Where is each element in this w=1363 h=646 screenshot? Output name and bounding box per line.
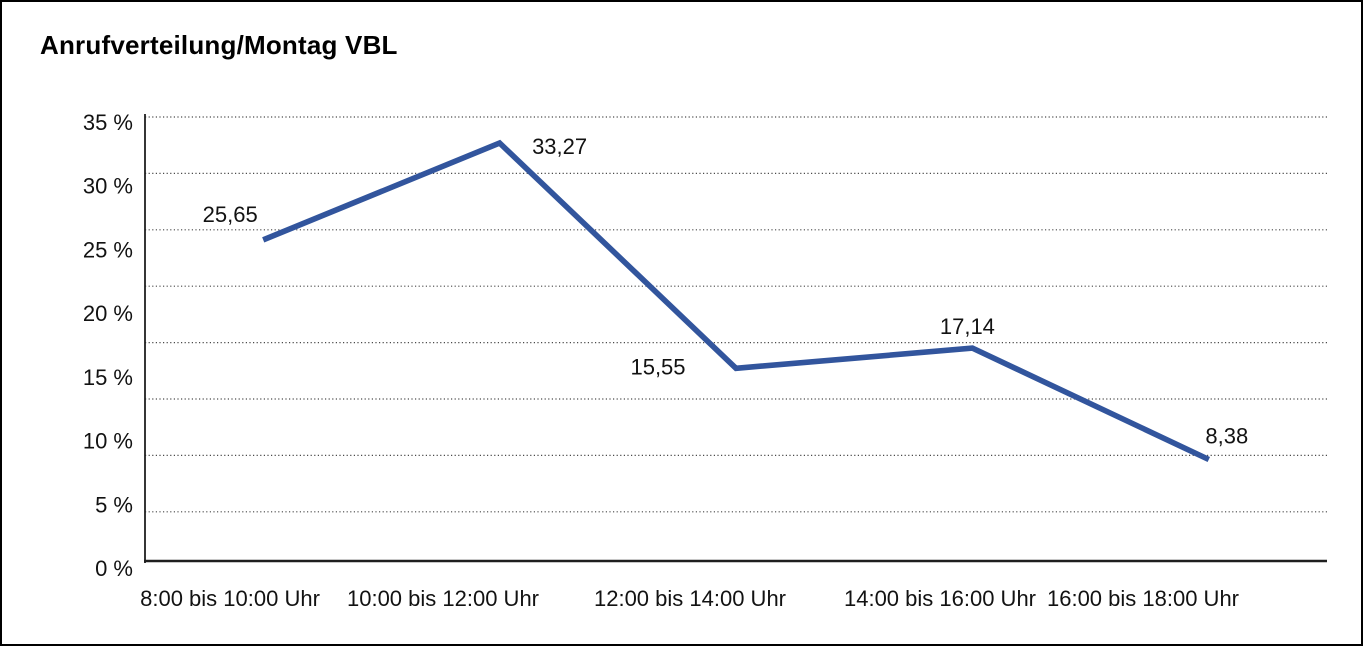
y-tick-label: 20 % xyxy=(83,301,133,326)
y-tick-label: 35 % xyxy=(83,110,133,135)
data-line xyxy=(262,139,1210,463)
data-point-label: 17,14 xyxy=(940,314,995,339)
x-category-label: 10:00 bis 12:00 Uhr xyxy=(347,586,539,611)
y-tick-label: 25 % xyxy=(83,237,133,262)
chart-title: Anrufverteilung/Montag VBL xyxy=(40,30,398,60)
y-tick-label: 10 % xyxy=(83,429,133,454)
y-tick-label: 15 % xyxy=(83,365,133,390)
x-category-label: 14:00 bis 16:00 Uhr xyxy=(844,586,1036,611)
y-tick-label: 5 % xyxy=(95,492,133,517)
data-point-label: 25,65 xyxy=(203,202,258,227)
data-point-label: 15,55 xyxy=(630,354,685,379)
x-category-label: 16:00 bis 18:00 Uhr xyxy=(1047,586,1239,611)
data-point-label: 33,27 xyxy=(532,134,587,159)
y-tick-label: 30 % xyxy=(83,174,133,199)
x-category-label: 8:00 bis 10:00 Uhr xyxy=(140,586,320,611)
data-point-label: 8,38 xyxy=(1205,423,1248,448)
y-tick-label: 0 % xyxy=(95,556,133,581)
x-category-label: 12:00 bis 14:00 Uhr xyxy=(594,586,786,611)
